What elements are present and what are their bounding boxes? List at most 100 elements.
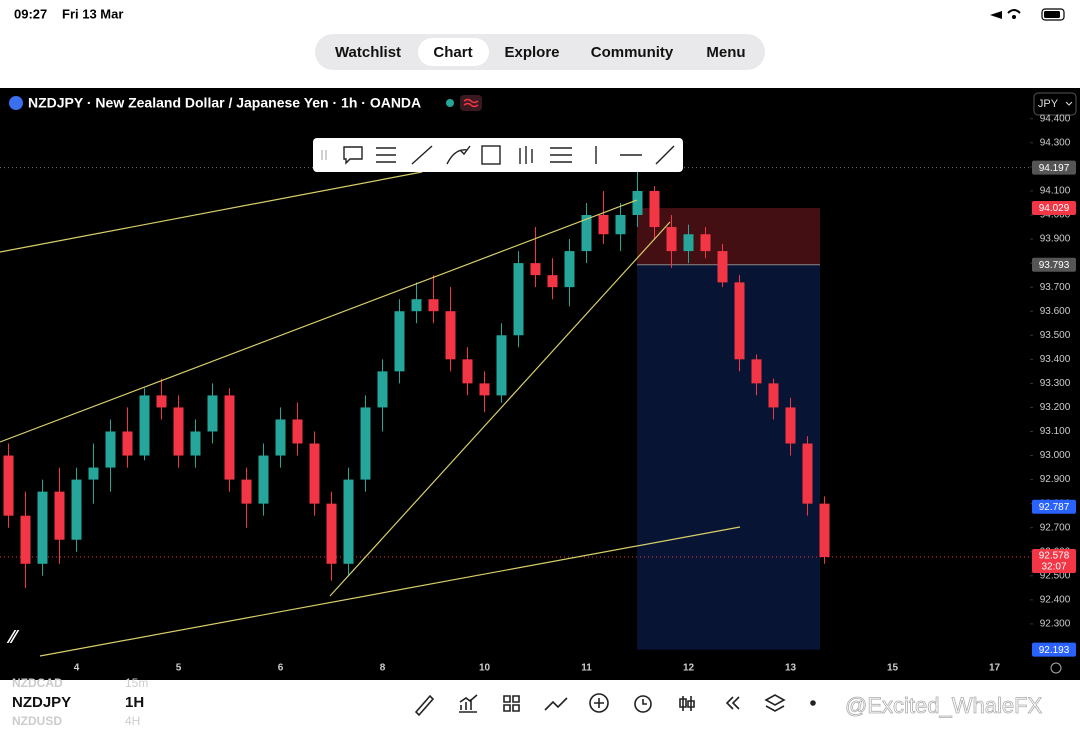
- settings-icon[interactable]: [1050, 662, 1062, 674]
- candle-body: [37, 491, 48, 564]
- y-tick-label: 92.500: [1040, 570, 1071, 581]
- candle-body: [377, 371, 388, 408]
- candle-body: [360, 407, 371, 480]
- x-tick-label: 17: [989, 663, 1001, 674]
- candle-body: [20, 515, 31, 564]
- candle-body: [683, 234, 694, 252]
- price-badge-label: 93.793: [1039, 260, 1070, 271]
- tool-ray[interactable]: [655, 145, 675, 165]
- nav-tab[interactable]: Chart: [433, 44, 472, 61]
- tool-rect[interactable]: [481, 145, 501, 165]
- drawing-toolbar: [313, 138, 683, 172]
- y-tick-label: 93.400: [1040, 354, 1071, 365]
- tool-brush[interactable]: [446, 145, 471, 165]
- tool-fib[interactable]: [376, 147, 396, 163]
- symbol-interval[interactable]: 4H: [125, 714, 140, 728]
- trend-line: [0, 199, 638, 443]
- y-tick-label: 92.700: [1040, 522, 1071, 533]
- trend-line: [39, 526, 741, 657]
- candle-body: [496, 335, 507, 396]
- plot-area: 92.30092.40092.50092.60092.70092.80092.9…: [0, 113, 1076, 674]
- candle-body: [326, 503, 337, 564]
- x-tick-label: 6: [278, 663, 284, 674]
- symbol-name[interactable]: NZDJPY: [12, 694, 71, 711]
- currency-caret: [1065, 101, 1073, 106]
- symbol-name[interactable]: NZDUSD: [12, 714, 62, 728]
- icon-replay[interactable]: [725, 696, 740, 710]
- symbol-name[interactable]: NZDCAD: [12, 676, 63, 690]
- y-tick-label: 93.500: [1040, 330, 1071, 341]
- tool-note[interactable]: [343, 146, 363, 165]
- x-tick-label: 13: [785, 663, 797, 674]
- y-tick-label: 94.300: [1040, 137, 1071, 148]
- candle-body: [411, 299, 422, 312]
- y-tick-label: 94.400: [1040, 113, 1071, 124]
- candle-body: [105, 431, 116, 468]
- x-tick-label: 10: [479, 663, 491, 674]
- y-tick-label: 93.000: [1040, 450, 1071, 461]
- candle-body: [71, 479, 82, 540]
- chart-background: [0, 88, 1080, 680]
- nav-tab[interactable]: Watchlist: [335, 44, 401, 61]
- icon-alert[interactable]: [634, 695, 652, 713]
- candle-body: [3, 455, 14, 516]
- candle-body: [632, 190, 643, 216]
- candle-body: [564, 251, 575, 288]
- market-open-dot: [446, 99, 454, 107]
- candle-body: [241, 479, 252, 504]
- icon-draw[interactable]: [414, 694, 435, 717]
- status-icon: [460, 95, 482, 111]
- candle-body: [156, 395, 167, 408]
- symbol-interval[interactable]: 1H: [125, 694, 144, 711]
- nav-tab[interactable]: Community: [591, 44, 674, 61]
- y-tick-label: 93.300: [1040, 378, 1071, 389]
- nav-tabs: Watchlist Chart Explore Community Menu: [335, 44, 746, 61]
- candle-body: [54, 491, 65, 540]
- candle-body: [615, 215, 626, 235]
- candle-body: [343, 479, 354, 564]
- price-badge-label: 92.787: [1039, 502, 1070, 513]
- last-price-badge: [1032, 549, 1076, 574]
- candle-body: [700, 234, 711, 252]
- x-tick-label: 15: [887, 663, 899, 674]
- tool-levels[interactable]: [550, 147, 572, 163]
- icon-layout[interactable]: [503, 695, 520, 712]
- candle-body: [649, 190, 660, 228]
- icon-more[interactable]: [810, 700, 816, 706]
- symbol-interval[interactable]: 15m: [125, 676, 148, 690]
- tool-candles[interactable]: [519, 146, 533, 164]
- nav-tab[interactable]: Menu: [706, 44, 745, 61]
- last-price-label: 92.578: [1039, 551, 1070, 562]
- candle-body: [513, 263, 524, 336]
- candle-body: [751, 359, 762, 384]
- candle-body: [224, 395, 235, 480]
- status-date: Fri 13 Mar: [62, 6, 123, 21]
- price-badge-label: 94.197: [1039, 163, 1070, 174]
- y-tick-label: 92.900: [1040, 474, 1071, 485]
- target-zone: [637, 264, 820, 650]
- candle-body: [88, 467, 99, 480]
- tool-line[interactable]: [411, 145, 433, 165]
- stop-zone: [637, 208, 820, 265]
- candle-body: [173, 407, 184, 456]
- candle-body: [428, 299, 439, 312]
- y-tick-label: 92.400: [1040, 595, 1071, 606]
- icon-candles[interactable]: [679, 696, 695, 711]
- trend-lines: [0, 171, 741, 657]
- currency-button[interactable]: [1033, 92, 1077, 116]
- candle-body: [547, 275, 558, 288]
- icon-layers[interactable]: [764, 694, 786, 712]
- icon-compare[interactable]: [544, 697, 568, 711]
- y-tick-label: 94.000: [1040, 210, 1071, 221]
- bottom-bar: NZDCAD 15m NZDJPY 1H NZDUSD 4H: [12, 676, 148, 728]
- price-badge: [1032, 160, 1076, 175]
- toolbar-grip[interactable]: [321, 150, 327, 160]
- icon-indicators[interactable]: [459, 694, 478, 713]
- icon-add[interactable]: [589, 693, 609, 713]
- trend-line: [0, 171, 423, 253]
- nav-tab[interactable]: Explore: [504, 44, 559, 61]
- y-tick-label: 93.900: [1040, 234, 1071, 245]
- candle-body: [309, 443, 320, 504]
